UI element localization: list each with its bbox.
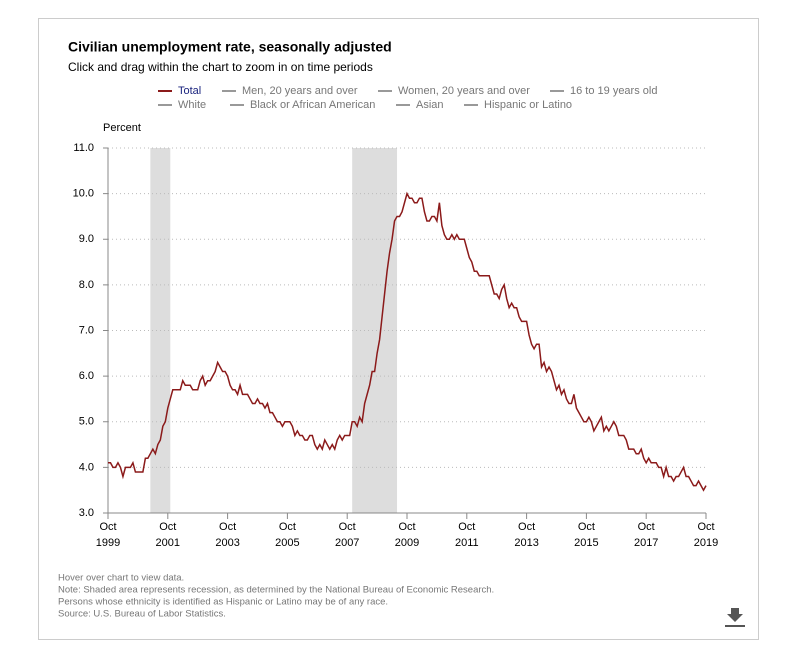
legend-item[interactable]: Black or African American [230,99,375,111]
legend-label[interactable]: White [178,99,206,111]
x-tick-label: Oct 1999 [96,521,120,549]
legend-label[interactable]: Women, 20 years and over [398,85,530,97]
legend-label[interactable]: Hispanic or Latino [484,99,572,111]
y-tick-label: 7.0 [79,324,94,336]
x-tick-label: Oct 2011 [455,521,479,549]
x-tick-label: Oct 2019 [694,521,718,549]
download-icon[interactable] [725,608,745,627]
chart-title: Civilian unemployment rate, seasonally a… [68,39,392,55]
series-line [108,191,707,492]
x-tick-label: Oct 2017 [634,521,658,549]
legend-item[interactable]: Women, 20 years and over [378,85,530,97]
x-tick-label: Oct 2015 [574,521,598,549]
y-tick-label: 11.0 [73,142,94,154]
legend-item[interactable]: White [158,99,206,111]
recession-band [352,148,398,513]
x-tick-label: Oct 2001 [156,521,180,549]
x-tick-label: Oct 2009 [395,521,419,549]
footnote: Persons whose ethnicity is identified as… [58,597,388,608]
legend-item[interactable]: Hispanic or Latino [464,99,572,111]
y-tick-label: 9.0 [79,233,94,245]
legend-label[interactable]: 16 to 19 years old [570,85,657,97]
legend-item[interactable]: Asian [396,99,444,111]
download-base[interactable] [725,625,745,627]
y-tick-label: 8.0 [79,279,94,291]
footnote: Source: U.S. Bureau of Labor Statistics. [58,609,226,620]
x-tick-label: Oct 2005 [275,521,299,549]
y-tick-label: 5.0 [79,416,94,428]
x-tick-label: Oct 2003 [215,521,239,549]
footnote: Hover over chart to view data. [58,573,184,584]
chart-subtitle: Click and drag within the chart to zoom … [68,60,373,74]
legend-label[interactable]: Men, 20 years and over [242,85,358,97]
legend-item[interactable]: 16 to 19 years old [550,85,657,97]
y-tick-label: 6.0 [79,370,94,382]
download-arrow[interactable] [727,608,743,622]
legend-item[interactable]: Men, 20 years and over [222,85,358,97]
y-axis-label: Percent [103,122,141,134]
x-tick-label: Oct 2007 [335,521,359,549]
legend-item[interactable]: Total [158,85,201,97]
legend-label[interactable]: Black or African American [250,99,375,111]
y-tick-label: 3.0 [79,507,94,519]
legend-label[interactable]: Asian [416,99,444,111]
footnote: Note: Shaded area represents recession, … [58,585,494,596]
y-tick-label: 4.0 [79,461,94,473]
x-tick-label: Oct 2013 [514,521,538,549]
y-tick-label: 10.0 [73,188,94,200]
legend-label[interactable]: Total [178,85,201,97]
